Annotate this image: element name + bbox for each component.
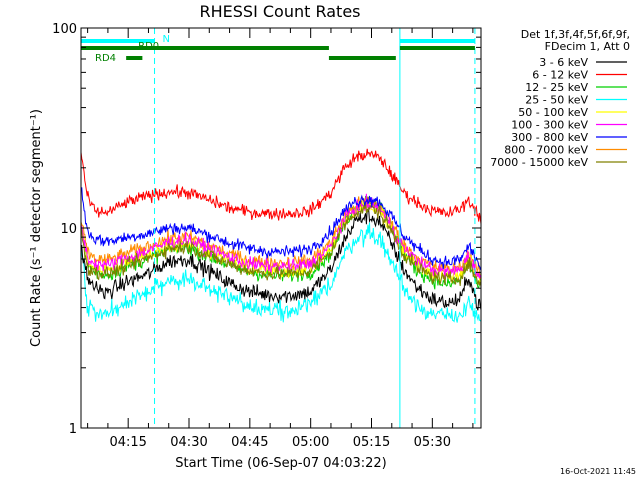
series-line-300-800keVkev: [80, 187, 482, 271]
x-tick-label: 05:00: [292, 435, 329, 450]
series-layer: [80, 148, 482, 323]
x-axis-label: Start Time (06-Sep-07 04:03:22): [175, 456, 386, 471]
y-tick-label: 100: [52, 22, 77, 37]
legend-label: 100 - 300 keV: [511, 119, 588, 132]
y-tick-label: 1: [69, 422, 77, 437]
series-line-25-50keVkev: [80, 222, 482, 323]
flag-bar-rd0-1: [81, 46, 329, 50]
y-tick-label: 10: [60, 222, 77, 237]
x-tick-label: 04:45: [231, 435, 268, 450]
flag-bar-n-1: [81, 39, 155, 43]
series-line-6-12keVkev: [80, 148, 482, 224]
legend-label: 300 - 800 keV: [511, 131, 588, 144]
flag-label-rd4: RD4: [95, 53, 116, 64]
chart-title: RHESSI Count Rates: [200, 2, 361, 21]
series-line-3-6keVkev: [80, 209, 482, 311]
flag-bar-rd0-3: [399, 46, 475, 50]
legend-label: 25 - 50 keV: [525, 94, 588, 107]
legend-header-detectors: Det 1f,3f,4f,5f,6f,9f,: [521, 28, 630, 41]
flag-bar-rd4-1: [126, 56, 143, 60]
legend: Det 1f,3f,4f,5f,6f,9f, FDecim 1, Att 0 3…: [490, 28, 630, 169]
x-tick-label: 04:30: [170, 435, 207, 450]
series-line-800-7000keVkev: [80, 195, 482, 280]
flag-label-n: N: [163, 34, 170, 45]
legend-label: 6 - 12 keV: [532, 69, 588, 82]
flag-bars: N RD0 RD4: [81, 34, 475, 64]
legend-header-decimation: FDecim 1, Att 0: [545, 40, 630, 53]
legend-label: 3 - 6 keV: [539, 56, 588, 69]
series-line-7000-15000keVkev: [80, 201, 482, 288]
flag-bar-rd0-2: [328, 56, 396, 60]
y-axis-label: Count Rate (s⁻¹ detector segment⁻¹): [29, 109, 44, 347]
flag-label-rd0: RD0: [138, 41, 159, 52]
legend-label: 50 - 100 keV: [518, 106, 588, 119]
flag-bar-n-2: [399, 39, 475, 43]
legend-label: 7000 - 15000 keV: [490, 156, 588, 169]
x-tick-label: 05:15: [353, 435, 390, 450]
x-tick-label: 04:15: [109, 435, 146, 450]
axes: 1 10 100 04:15 04:30 04:45 05:00 05:15 05:30: [52, 22, 481, 450]
footer-timestamp: 16-Oct-2021 11:45: [560, 467, 636, 476]
series-line-100-300keVkev: [80, 193, 482, 279]
legend-label: 800 - 7000 keV: [504, 144, 588, 157]
legend-label: 12 - 25 keV: [525, 81, 588, 94]
x-tick-label: 05:30: [414, 435, 451, 450]
